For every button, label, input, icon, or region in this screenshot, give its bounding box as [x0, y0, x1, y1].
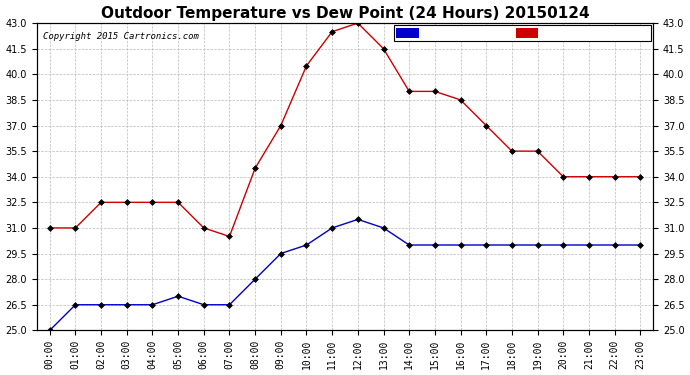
Legend: Dew Point (°F), Temperature (°F): Dew Point (°F), Temperature (°F): [394, 26, 651, 40]
Text: Copyright 2015 Cartronics.com: Copyright 2015 Cartronics.com: [43, 32, 199, 41]
Title: Outdoor Temperature vs Dew Point (24 Hours) 20150124: Outdoor Temperature vs Dew Point (24 Hou…: [101, 6, 589, 21]
